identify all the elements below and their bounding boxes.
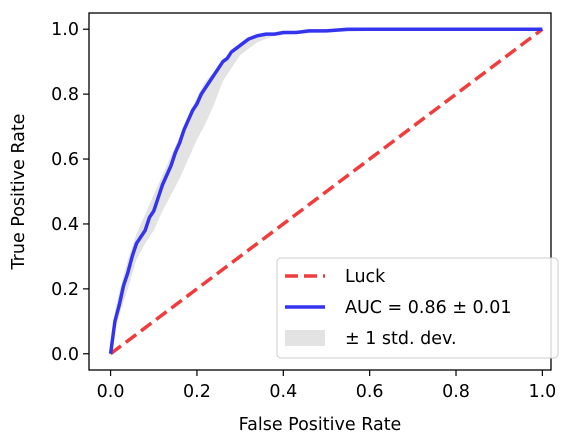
legend-luck-label: Luck xyxy=(345,267,386,287)
plot-layer xyxy=(108,27,544,356)
y-tick-label: 0.0 xyxy=(51,345,79,365)
y-tick-label: 0.2 xyxy=(51,280,79,300)
y-tick-label: 0.8 xyxy=(51,85,79,105)
x-tick-label: 0.0 xyxy=(97,382,125,402)
y-axis-title: True Positive Rate xyxy=(9,114,29,271)
ticks-layer: 0.0 0.2 0.4 0.6 0.8 1.0 0.0 0.2 0.4 0.6 0.8 1.0 xyxy=(51,20,556,402)
x-tick-label: 0.6 xyxy=(356,382,384,402)
y-tick-label: 0.4 xyxy=(51,215,79,235)
legend: Luck AUC = 0.86 ± 0.01 ± 1 std. dev. xyxy=(276,257,559,359)
x-tick-label: 0.4 xyxy=(269,382,297,402)
legend-box xyxy=(276,257,559,359)
y-tick-label: 0.6 xyxy=(51,150,79,170)
x-axis-title: False Positive Rate xyxy=(239,415,402,433)
x-tick-label: 1.0 xyxy=(528,382,556,402)
legend-std-label: ± 1 std. dev. xyxy=(345,329,457,349)
y-tick-label: 1.0 xyxy=(51,20,79,40)
x-tick-label: 0.2 xyxy=(183,382,211,402)
plot-frame xyxy=(88,12,552,371)
legend-auc-label: AUC = 0.86 ± 0.01 xyxy=(345,298,512,318)
luck-line xyxy=(109,27,544,356)
legend-std-swatch xyxy=(285,330,325,346)
mean-roc-line xyxy=(108,27,543,355)
x-tick-label: 0.8 xyxy=(442,382,470,402)
